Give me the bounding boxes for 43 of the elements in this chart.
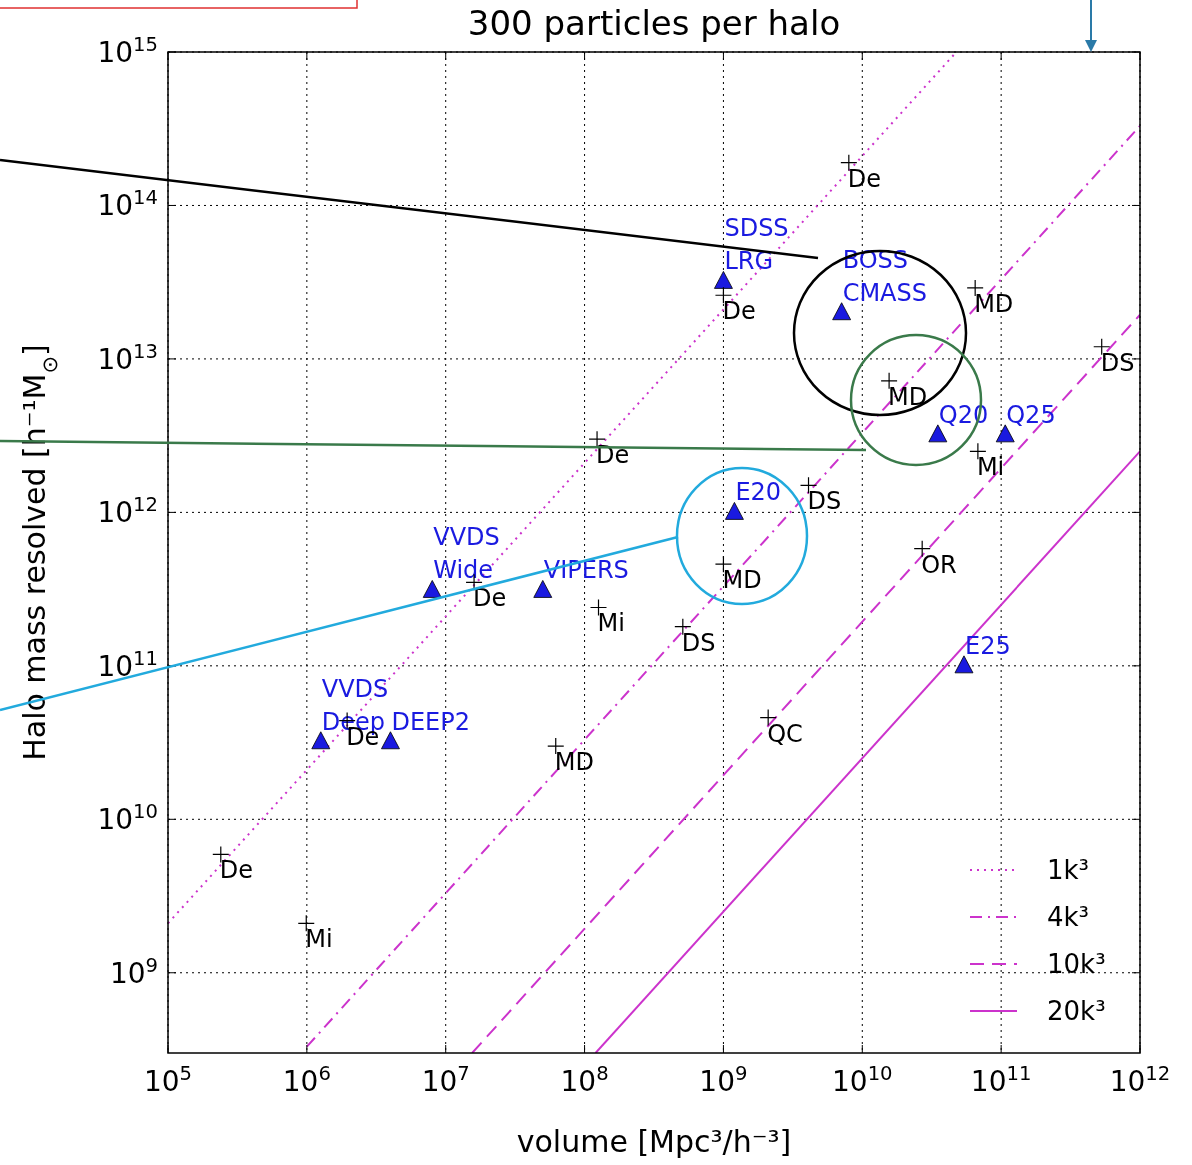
data-label: De [722,297,756,326]
data-label: MD [888,382,928,411]
y-tick-label: 10$^{9}$ [109,953,158,990]
y-tick-label: 10$^{14}$ [97,185,158,223]
x-tick-label: 10$^{10}$ [832,1061,893,1098]
x-tick-label: 10$^{8}$ [560,1061,609,1098]
x-tick-label: 10$^{9}$ [699,1061,748,1098]
data-label: VVDS Wide [433,523,500,585]
y-tick-label: 10$^{12}$ [97,492,158,530]
x-tick-label: 10$^{7}$ [421,1061,470,1098]
x-tick-label: 10$^{6}$ [282,1061,331,1098]
y-tick-label: 10$^{13}$ [97,339,158,376]
legend-label: 1k³ [1047,855,1090,885]
data-label: Mi [305,925,333,954]
legend-label: 10k³ [1047,949,1106,979]
x-tick-label: 10$^{11}$ [970,1061,1032,1098]
data-label: Q25 [1006,400,1056,429]
data-label: DEEP2 [391,707,471,736]
data-label: De [473,584,507,613]
y-tick-label: 10$^{10}$ [97,799,158,837]
x-tick-label: 10$^{5}$ [143,1061,193,1098]
data-label: MD [974,289,1014,318]
data-label: E25 [964,631,1011,660]
chart-title: 300 particles per halo [467,3,841,43]
y-tick-label: 10$^{15}$ [97,32,158,69]
data-label: QC [767,719,803,748]
legend-label: 20k³ [1047,996,1106,1026]
data-label: OR [921,550,957,579]
data-label: DS [807,487,842,516]
legend-label: 4k³ [1047,902,1090,932]
data-label: Mi [597,609,625,638]
data-label: MD [722,566,762,595]
y-tick-label: 10$^{11}$ [97,646,158,683]
data-label: DS [681,628,716,657]
data-label: Mi [976,453,1005,482]
data-label: De [847,164,882,193]
x-tick-label: 10$^{12}$ [1109,1061,1171,1098]
data-label: E20 [735,478,782,507]
data-label: De [219,856,254,885]
data-label: DS [1100,348,1135,377]
data-label: SDSS LRG [724,214,789,276]
data-label: MD [554,748,594,777]
x-axis-title: volume [Mpc³/h⁻³] [516,1124,792,1159]
